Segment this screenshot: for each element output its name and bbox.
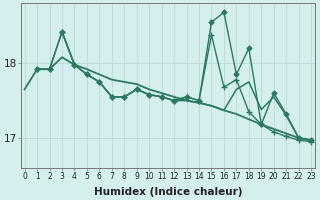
X-axis label: Humidex (Indice chaleur): Humidex (Indice chaleur) — [94, 187, 242, 197]
